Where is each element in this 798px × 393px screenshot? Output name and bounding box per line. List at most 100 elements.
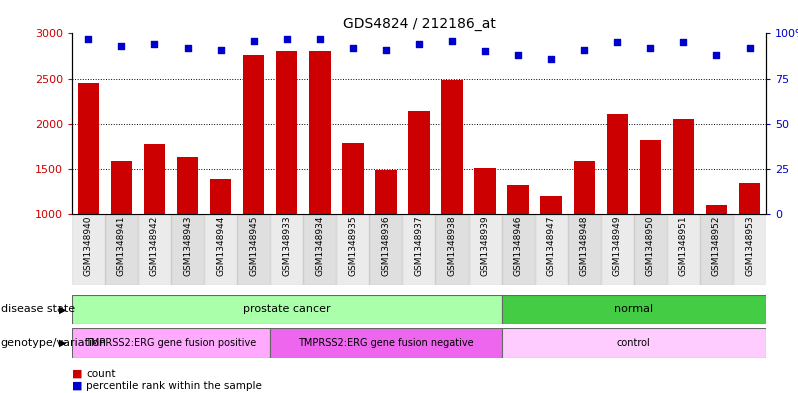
Bar bbox=[606, 114, 628, 214]
Text: GSM1348939: GSM1348939 bbox=[480, 216, 489, 276]
Bar bbox=[705, 205, 727, 214]
Bar bbox=[72, 214, 105, 285]
Point bbox=[214, 46, 227, 53]
Bar bbox=[177, 157, 198, 214]
Point bbox=[512, 52, 524, 58]
Bar bbox=[171, 214, 204, 285]
Text: normal: normal bbox=[614, 305, 654, 314]
Bar bbox=[303, 214, 336, 285]
Text: GSM1348938: GSM1348938 bbox=[448, 216, 456, 276]
Bar bbox=[601, 214, 634, 285]
Bar bbox=[739, 184, 760, 214]
Text: GSM1348941: GSM1348941 bbox=[117, 216, 126, 276]
Bar bbox=[204, 214, 237, 285]
Bar bbox=[237, 214, 271, 285]
Text: GSM1348945: GSM1348945 bbox=[249, 216, 258, 276]
Point bbox=[148, 41, 161, 48]
Bar bbox=[508, 185, 529, 214]
Bar bbox=[567, 214, 601, 285]
Text: GSM1348940: GSM1348940 bbox=[84, 216, 93, 276]
Bar bbox=[77, 83, 99, 214]
Text: GSM1348937: GSM1348937 bbox=[414, 216, 424, 276]
Bar bbox=[271, 214, 303, 285]
Text: GSM1348944: GSM1348944 bbox=[216, 216, 225, 276]
Text: GSM1348946: GSM1348946 bbox=[514, 216, 523, 276]
Text: GSM1348935: GSM1348935 bbox=[349, 216, 358, 276]
Bar bbox=[574, 161, 595, 214]
Bar bbox=[375, 170, 397, 214]
Point bbox=[247, 37, 260, 44]
Text: GSM1348947: GSM1348947 bbox=[547, 216, 555, 276]
Bar bbox=[441, 79, 463, 214]
Point bbox=[710, 52, 723, 58]
Point bbox=[314, 36, 326, 42]
Bar bbox=[634, 214, 667, 285]
Bar bbox=[243, 55, 264, 214]
Text: GSM1348951: GSM1348951 bbox=[679, 216, 688, 276]
Text: ▶: ▶ bbox=[59, 338, 66, 348]
Bar bbox=[336, 214, 369, 285]
Text: control: control bbox=[617, 338, 650, 348]
Point bbox=[413, 41, 425, 48]
Text: ▶: ▶ bbox=[59, 305, 66, 314]
Text: prostate cancer: prostate cancer bbox=[243, 305, 330, 314]
Point bbox=[346, 45, 359, 51]
Point bbox=[479, 48, 492, 55]
Text: GSM1348949: GSM1348949 bbox=[613, 216, 622, 276]
Point bbox=[445, 37, 458, 44]
Bar bbox=[667, 214, 700, 285]
Bar bbox=[72, 328, 271, 358]
Text: TMPRSS2:ERG gene fusion positive: TMPRSS2:ERG gene fusion positive bbox=[85, 338, 257, 348]
Bar bbox=[210, 179, 231, 214]
Bar bbox=[409, 111, 429, 214]
Point bbox=[115, 43, 128, 49]
Title: GDS4824 / 212186_at: GDS4824 / 212186_at bbox=[342, 17, 496, 31]
Bar bbox=[72, 295, 502, 324]
Bar bbox=[144, 144, 165, 214]
Bar bbox=[436, 214, 468, 285]
Bar bbox=[138, 214, 171, 285]
Bar bbox=[309, 51, 330, 214]
Bar bbox=[502, 295, 766, 324]
Text: GSM1348934: GSM1348934 bbox=[315, 216, 324, 276]
Point bbox=[82, 36, 95, 42]
Text: GSM1348950: GSM1348950 bbox=[646, 216, 655, 276]
Text: percentile rank within the sample: percentile rank within the sample bbox=[86, 381, 262, 391]
Text: GSM1348943: GSM1348943 bbox=[183, 216, 192, 276]
Text: GSM1348953: GSM1348953 bbox=[745, 216, 754, 276]
Bar bbox=[733, 214, 766, 285]
Bar bbox=[700, 214, 733, 285]
Bar bbox=[502, 328, 766, 358]
Text: TMPRSS2:ERG gene fusion negative: TMPRSS2:ERG gene fusion negative bbox=[298, 338, 474, 348]
Point bbox=[611, 39, 624, 46]
Point bbox=[280, 36, 293, 42]
Text: GSM1348936: GSM1348936 bbox=[381, 216, 390, 276]
Bar bbox=[276, 51, 298, 214]
Text: GSM1348942: GSM1348942 bbox=[150, 216, 159, 276]
Bar bbox=[402, 214, 436, 285]
Bar bbox=[502, 214, 535, 285]
Text: GSM1348933: GSM1348933 bbox=[282, 216, 291, 276]
Text: disease state: disease state bbox=[1, 305, 75, 314]
Bar bbox=[673, 119, 694, 214]
Bar bbox=[111, 161, 132, 214]
Text: ■: ■ bbox=[72, 381, 82, 391]
Point bbox=[545, 55, 558, 62]
Bar bbox=[540, 196, 562, 214]
Bar bbox=[369, 214, 402, 285]
Text: GSM1348952: GSM1348952 bbox=[712, 216, 721, 276]
Text: genotype/variation: genotype/variation bbox=[1, 338, 107, 348]
Point bbox=[578, 46, 591, 53]
Text: GSM1348948: GSM1348948 bbox=[580, 216, 589, 276]
Bar bbox=[535, 214, 567, 285]
Point bbox=[743, 45, 756, 51]
Bar bbox=[342, 143, 364, 214]
Point bbox=[380, 46, 393, 53]
Point bbox=[677, 39, 689, 46]
Bar bbox=[468, 214, 502, 285]
Bar bbox=[105, 214, 138, 285]
Point bbox=[181, 45, 194, 51]
Text: count: count bbox=[86, 369, 116, 379]
Bar bbox=[271, 328, 502, 358]
Bar bbox=[474, 168, 496, 214]
